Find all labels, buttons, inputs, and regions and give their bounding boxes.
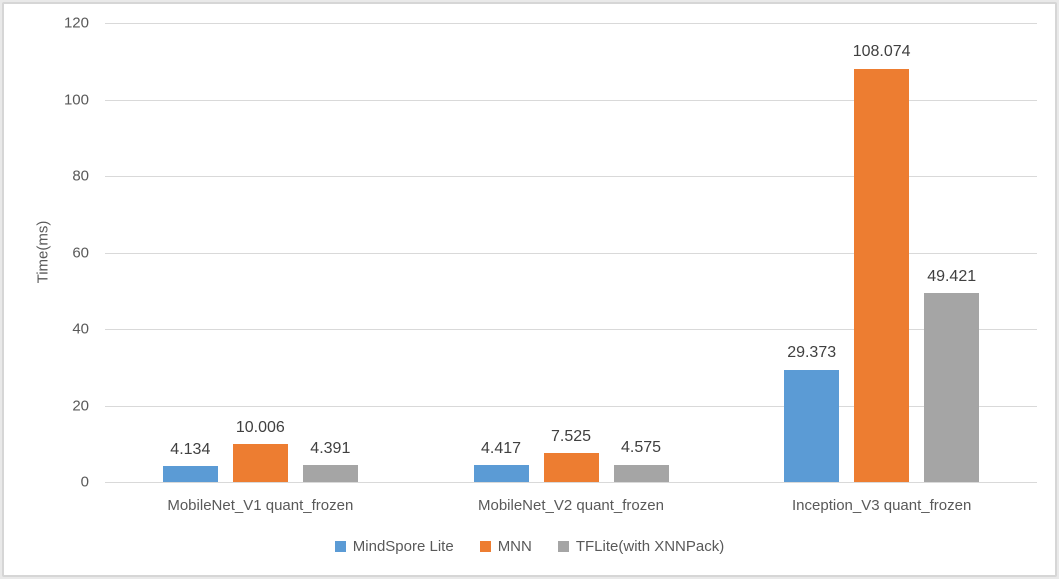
y-tick-label: 0	[80, 473, 89, 491]
gridline	[105, 176, 1037, 177]
legend-swatch	[334, 541, 346, 552]
bar	[162, 466, 218, 482]
bar-value-label: 29.373	[787, 344, 837, 362]
y-tick-label: 120	[63, 14, 89, 32]
bar	[854, 68, 910, 482]
bar-value-label: 7.525	[550, 428, 592, 446]
legend-swatch	[557, 541, 569, 552]
bar	[473, 465, 529, 482]
category-label: MobileNet_V2 quant_frozen	[478, 497, 664, 514]
gridline	[105, 405, 1037, 407]
bar-value-label: 108.074	[852, 43, 911, 61]
category-label: Inception_V3 quant_frozen	[792, 497, 972, 514]
legend-label: MindSpore Lite	[352, 538, 454, 555]
plot-area: 0 20 40 60 80 100 120 MobileNet_V1 quant_frozen…	[64, 16, 1037, 514]
y-tick-label: 20	[72, 397, 89, 414]
legend-item: MNN	[479, 538, 532, 555]
y-tick-label: 60	[72, 244, 89, 261]
bar-value-label: 4.417	[480, 439, 522, 457]
bar-value-label: 4.391	[310, 440, 351, 458]
bar	[302, 465, 358, 482]
y-tick-label: 40	[72, 320, 89, 338]
legend-item: MindSpore Lite	[334, 538, 454, 555]
category-label: MobileNet_V1 quant_frozen	[167, 497, 354, 514]
bar-value-label: 4.134	[170, 441, 211, 458]
gridline	[105, 252, 1037, 254]
gridline	[105, 329, 1037, 330]
y-tick-label: 100	[63, 91, 89, 108]
legend-label: MNN	[497, 538, 532, 555]
bar-value-label: 4.575	[620, 439, 662, 457]
legend-item: TFLite(with XNNPack)	[557, 538, 725, 555]
bar-value-label: 10.006	[235, 418, 285, 436]
gridline	[105, 99, 1037, 101]
legend-swatch	[479, 541, 491, 552]
bar	[784, 369, 840, 482]
bar	[232, 443, 288, 482]
legend: MindSpore Lite MNN TFLite(with XNNPack)	[4, 538, 1055, 555]
gridline	[105, 23, 1037, 24]
bar-value-label: 49.421	[927, 267, 977, 285]
bar	[613, 464, 669, 482]
bar	[924, 292, 980, 482]
y-tick-label: 80	[72, 167, 89, 185]
gridline	[105, 482, 1037, 483]
bar	[543, 453, 599, 482]
legend-label: TFLite(with XNNPack)	[575, 538, 725, 555]
